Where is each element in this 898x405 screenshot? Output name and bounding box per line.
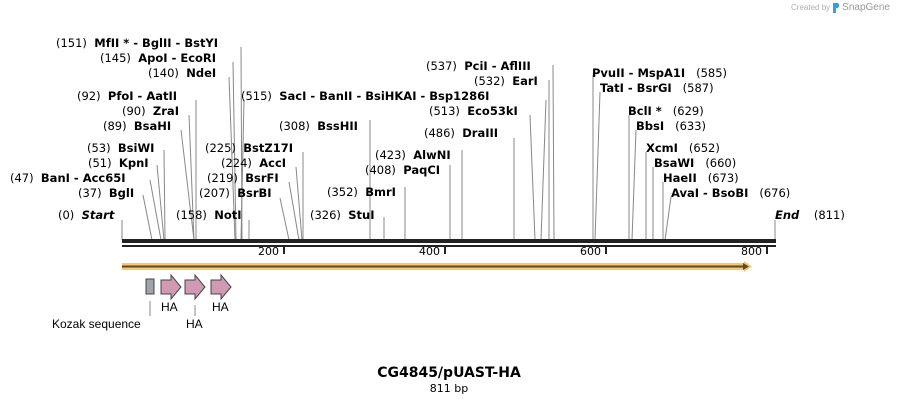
site-label[interactable]: (145) ApoI - EcoRI [100,51,217,65]
site-label[interactable]: BbsI (633) [636,119,707,133]
map-title: CG4845/pUAST-HA [377,365,521,381]
end-label: End (811) [775,208,845,222]
site-label[interactable]: (532) EarI [474,74,538,88]
features [145,273,232,316]
feature-label-ha[interactable]: HA [212,300,229,314]
site-label[interactable]: (308) BssHII [279,119,358,133]
site-label[interactable]: (225) BstZ17I [205,141,293,155]
site-label[interactable]: (423) AlwNI [375,148,451,162]
site-label[interactable]: (537) PciI - AflIII [426,59,531,73]
site-label[interactable]: (515) SacI - BanII - BsiHKAI - Bsp1286I [241,89,490,103]
ha-feature-3[interactable] [210,273,232,301]
site-label[interactable]: (89) BsaHI [103,119,172,133]
site-label[interactable]: (47) BanI - Acc65I [10,171,126,185]
site-label[interactable]: AvaI - BsoBI (676) [671,186,791,200]
site-label[interactable]: (51) KpnI [88,156,149,170]
site-label[interactable]: (92) PfoI - AatII [77,89,178,103]
site-label[interactable]: (408) PaqCI [365,163,441,177]
ruler-label: 200 [258,245,279,258]
site-label[interactable]: (207) BsrBI [199,186,272,200]
site-label[interactable]: (158) NotI [176,208,242,222]
ha-feature-1[interactable] [160,273,182,301]
orf-arrow [122,261,752,272]
credit-brand: SnapGene [842,2,890,13]
feature-label-ha[interactable]: HA [161,300,178,314]
site-label[interactable]: (224) AccI [221,156,287,170]
credit-prefix: Created by [791,3,831,12]
feature-label-ha[interactable]: HA [186,317,203,331]
feature-label-kozak[interactable]: Kozak sequence [52,317,141,331]
site-label[interactable]: (37) BglI [78,186,135,200]
ruler-label: 400 [419,245,440,258]
site-label[interactable]: (486) DraIII [424,126,499,140]
site-label[interactable]: HaeII (673) [663,171,739,185]
site-label[interactable]: PvuII - MspA1I (585) [592,66,728,80]
site-label[interactable]: (53) BsiWI [87,141,155,155]
ruler-label: 800 [741,245,762,258]
backbone [122,239,776,247]
site-label[interactable]: XcmI (652) [646,141,720,155]
site-label[interactable]: BclI * (629) [628,104,704,118]
ruler [283,247,768,254]
kozak-feature[interactable] [145,278,155,295]
site-label[interactable]: (513) Eco53kI [429,104,518,118]
map-length: 811 bp [429,382,469,395]
site-label[interactable]: (219) BsrFI [207,171,279,185]
snapgene-logo-icon [833,3,840,13]
site-label[interactable]: (90) ZraI [122,104,179,118]
site-label[interactable]: (151) MfII * - BglII - BstYI [56,36,219,50]
site-label[interactable]: (140) NdeI [148,66,217,80]
site-label[interactable]: (352) BmrI [327,185,396,199]
site-label[interactable]: TatI - BsrGI (587) [600,81,714,95]
ruler-label: 600 [580,245,601,258]
start-label: (0) Start [58,208,115,222]
site-leader-lines [121,46,776,241]
ha-feature-2[interactable] [184,273,206,301]
site-label[interactable]: (326) StuI [310,208,375,222]
snapgene-credit: Created by SnapGene [791,2,890,13]
site-label[interactable]: BsaWI (660) [654,156,737,170]
